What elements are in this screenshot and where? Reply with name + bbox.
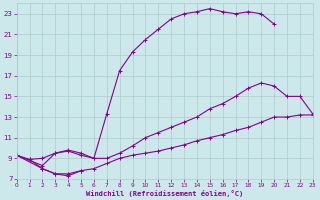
X-axis label: Windchill (Refroidissement éolien,°C): Windchill (Refroidissement éolien,°C) [86, 190, 243, 197]
